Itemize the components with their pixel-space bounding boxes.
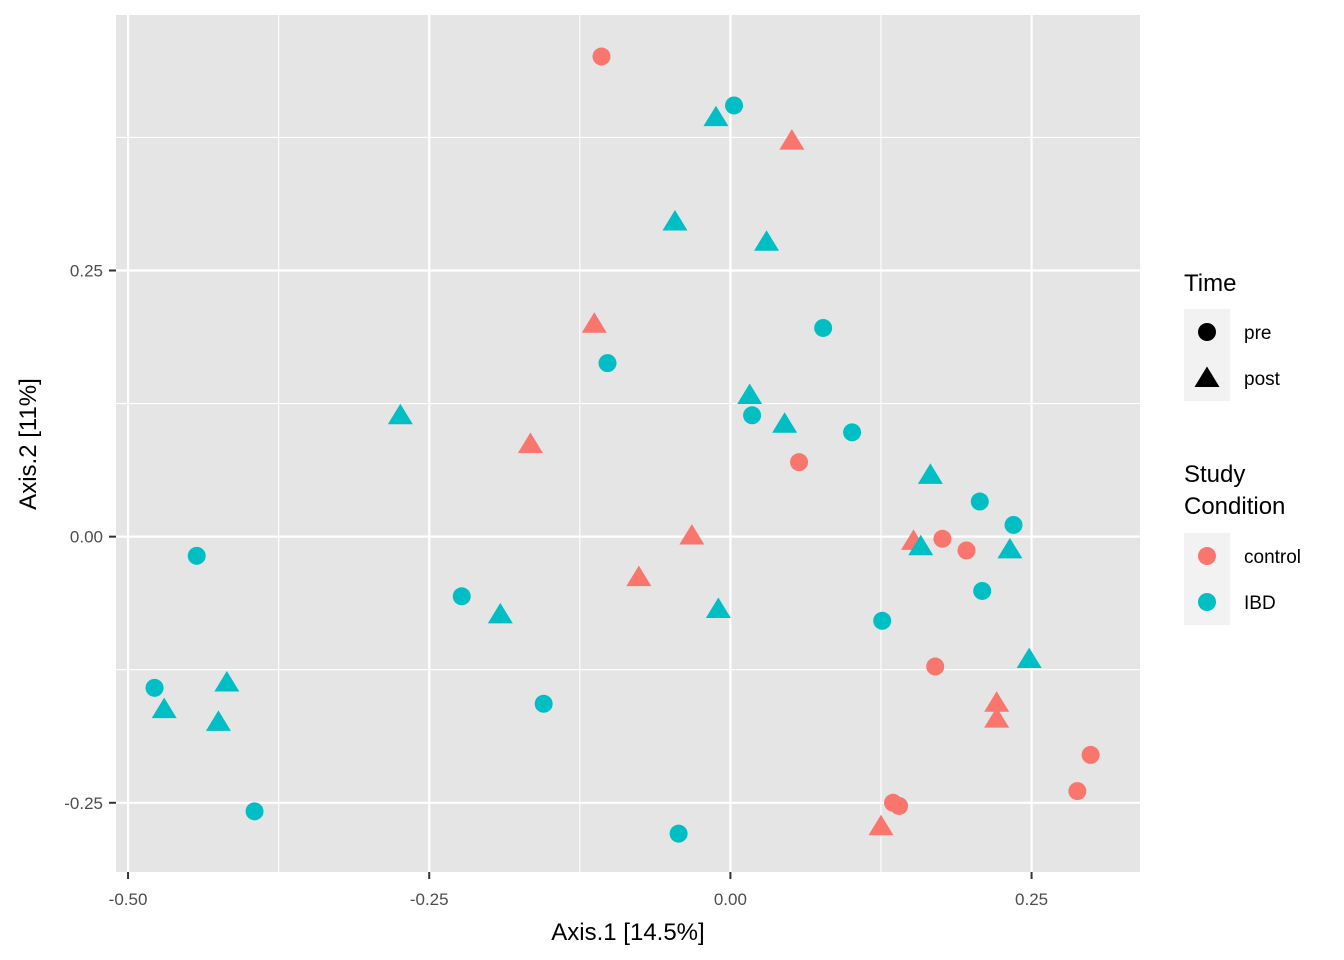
data-point-IBD-post <box>662 210 688 231</box>
data-point-IBD-post <box>214 671 240 692</box>
data-point-control-post <box>517 432 543 454</box>
x-tick-label: -0.25 <box>410 890 449 909</box>
data-point-control-pre <box>933 529 952 548</box>
legend-key-triangle <box>1194 366 1220 387</box>
legend-title-study-condition: Condition <box>1184 493 1285 520</box>
grid-major <box>116 15 1140 872</box>
y-axis-title: Axis.2 [11%] <box>15 378 42 510</box>
legend-title-time: Time <box>1184 270 1236 297</box>
data-point-IBD-pre <box>873 611 892 630</box>
data-point-IBD-post <box>908 534 934 556</box>
y-axis: -0.25 0.00 0.25 <box>64 262 116 813</box>
x-tick-label: -0.50 <box>109 890 148 909</box>
data-point-IBD-post <box>151 697 177 719</box>
y-tick-label: -0.25 <box>64 794 103 813</box>
data-point-control-post <box>984 691 1010 712</box>
legend-label-pre: pre <box>1244 323 1271 344</box>
data-point-IBD-pre <box>725 96 744 115</box>
data-point-IBD-post <box>772 412 798 433</box>
data-point-control-pre <box>790 453 809 472</box>
legend-label-control: control <box>1244 547 1301 568</box>
data-point-IBD-post <box>997 537 1023 559</box>
data-point-control-pre <box>1081 745 1100 764</box>
x-axis-title: Axis.1 [14.5%] <box>551 919 704 946</box>
data-point-IBD-pre <box>970 492 989 511</box>
data-point-IBD-pre <box>145 678 164 697</box>
data-point-IBD-pre <box>843 423 862 442</box>
data-point-IBD-pre <box>534 694 553 713</box>
y-tick-label: 0.25 <box>70 262 103 281</box>
data-point-control-post <box>984 707 1010 728</box>
plot-panel <box>116 15 1140 872</box>
data-point-IBD-pre <box>973 581 992 600</box>
data-point-IBD-post <box>1016 647 1042 669</box>
data-point-IBD-pre <box>452 587 471 606</box>
grid-minor <box>116 15 1140 872</box>
data-point-control-pre <box>890 796 909 815</box>
data-point-IBD-post <box>387 403 413 425</box>
data-point-control-post <box>868 814 894 836</box>
x-axis: -0.50 -0.25 0.00 0.25 <box>109 872 1048 909</box>
data-point-IBD-pre <box>669 824 688 843</box>
data-point-IBD-post <box>705 597 731 619</box>
x-tick-label: 0.00 <box>714 890 747 909</box>
data-points <box>145 47 1100 843</box>
data-point-IBD-pre <box>1004 515 1023 534</box>
data-point-IBD-pre <box>245 802 264 821</box>
data-point-control-post <box>626 565 652 587</box>
data-point-control-post <box>679 524 705 545</box>
data-point-control-pre <box>1068 782 1087 801</box>
data-point-IBD-post <box>205 710 231 731</box>
data-point-IBD-post <box>703 105 729 127</box>
data-point-control-pre <box>926 657 945 676</box>
legend-label-IBD: IBD <box>1244 593 1276 614</box>
x-tick-label: 0.25 <box>1015 890 1048 909</box>
data-point-IBD-post <box>917 463 943 484</box>
data-point-IBD-post <box>737 383 763 405</box>
data-point-control-pre <box>592 47 611 66</box>
data-point-control-post <box>779 129 805 150</box>
data-point-IBD-post <box>754 230 780 251</box>
legend-key-control <box>1198 547 1216 565</box>
y-tick-label: 0.00 <box>70 528 103 547</box>
legend: Time pre post Study Condition control IBD <box>1184 270 1301 625</box>
legend-key-IBD <box>1198 593 1216 611</box>
data-point-control-pre <box>957 541 976 560</box>
data-point-control-post <box>581 312 607 333</box>
legend-key-circle <box>1198 323 1216 341</box>
data-point-IBD-pre <box>814 318 833 337</box>
data-point-IBD-pre <box>743 406 762 425</box>
legend-title-study-condition: Study <box>1184 461 1245 488</box>
data-point-IBD-pre <box>598 354 617 373</box>
data-point-IBD-post <box>487 602 513 624</box>
data-point-IBD-pre <box>187 546 206 565</box>
legend-label-post: post <box>1244 369 1281 390</box>
